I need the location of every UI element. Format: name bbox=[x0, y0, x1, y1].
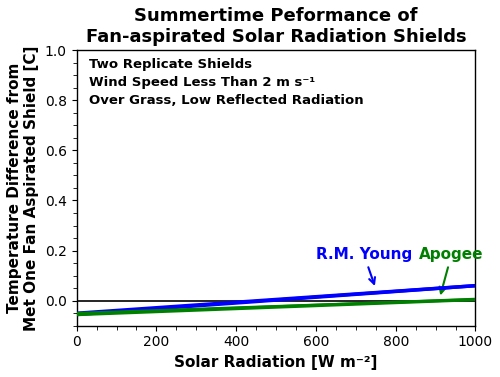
Text: R.M. Young: R.M. Young bbox=[316, 247, 412, 284]
Text: Apogee: Apogee bbox=[420, 247, 484, 293]
X-axis label: Solar Radiation [W m⁻²]: Solar Radiation [W m⁻²] bbox=[174, 355, 378, 370]
Title: Summertime Peformance of
Fan-aspirated Solar Radiation Shields: Summertime Peformance of Fan-aspirated S… bbox=[86, 7, 466, 46]
Y-axis label: Temperature Difference from
Met One Fan Aspirated Shield [C]: Temperature Difference from Met One Fan … bbox=[7, 45, 40, 331]
Text: Two Replicate Shields
Wind Speed Less Than 2 m s⁻¹
Over Grass, Low Reflected Rad: Two Replicate Shields Wind Speed Less Th… bbox=[88, 58, 363, 107]
